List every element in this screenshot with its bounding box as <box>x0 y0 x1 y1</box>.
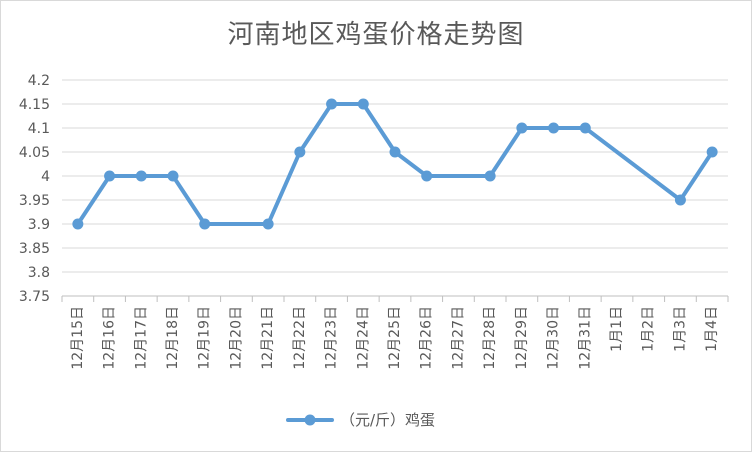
x-tick-label: 12月22日 <box>292 306 308 370</box>
x-tick-label: 12月15日 <box>70 306 86 370</box>
y-tick-label: 4 <box>41 169 50 185</box>
y-tick-label: 4.1 <box>28 121 50 137</box>
x-tick-label: 12月30日 <box>546 306 562 370</box>
y-tick-label: 4.15 <box>19 97 50 113</box>
x-tick-label: 12月24日 <box>355 306 371 370</box>
x-tick-label: 1月1日 <box>609 306 625 352</box>
y-tick-label: 3.75 <box>19 289 50 305</box>
data-point <box>516 122 528 134</box>
data-point <box>294 146 306 158</box>
data-point <box>104 170 116 182</box>
x-tick-label: 12月18日 <box>165 306 181 370</box>
data-point <box>357 98 369 110</box>
x-tick-label: 12月21日 <box>260 306 276 370</box>
data-point <box>326 98 338 110</box>
y-tick-label: 3.85 <box>19 241 50 257</box>
legend-marker <box>304 414 316 426</box>
data-point <box>421 170 433 182</box>
data-point <box>579 122 591 134</box>
x-tick-label: 12月26日 <box>419 306 435 370</box>
x-tick-label: 12月19日 <box>197 306 213 370</box>
x-tick-label: 1月4日 <box>704 306 720 352</box>
x-tick-label: 12月27日 <box>450 306 466 370</box>
series-line <box>75 102 715 226</box>
y-tick-label: 4.2 <box>28 73 50 89</box>
data-point <box>262 218 274 230</box>
y-axis-ticks: 4.2 4.15 4.1 4.05 4 3.95 3.9 3.85 3.8 3.75 <box>19 73 50 305</box>
data-point <box>674 194 686 206</box>
legend: （元/斤）鸡蛋 <box>286 411 435 429</box>
x-tick-label: 12月16日 <box>102 306 118 370</box>
data-point <box>72 218 84 230</box>
y-tick-label: 3.95 <box>19 193 50 209</box>
x-tick-label: 12月23日 <box>324 306 340 370</box>
legend-label: （元/斤）鸡蛋 <box>340 411 435 429</box>
data-point <box>199 218 211 230</box>
x-tick-label: 12月29日 <box>514 306 530 370</box>
x-tick-label: 12月17日 <box>133 306 149 370</box>
series-layer <box>72 98 718 230</box>
x-tick-label: 12月20日 <box>228 306 244 370</box>
y-tick-label: 4.05 <box>19 145 50 161</box>
x-tick-label: 12月31日 <box>577 306 593 370</box>
data-point <box>548 122 560 134</box>
x-tick-label: 12月25日 <box>387 306 403 370</box>
data-point <box>706 146 718 158</box>
x-axis <box>61 295 729 302</box>
x-tick-label: 12月28日 <box>482 306 498 370</box>
y-tick-label: 3.8 <box>28 265 50 281</box>
y-tick-label: 3.9 <box>28 217 50 233</box>
data-point <box>167 170 179 182</box>
chart-title: 河南地区鸡蛋价格走势图 <box>227 20 525 50</box>
data-point <box>135 170 147 182</box>
x-tick-label: 1月3日 <box>672 306 688 352</box>
x-axis-ticks: 12月15日 12月16日 12月17日 12月18日 12月19日 12月20日 12月2… <box>70 306 720 370</box>
data-point <box>484 170 496 182</box>
gridlines <box>62 79 728 297</box>
data-point <box>389 146 401 158</box>
x-tick-label: 1月2日 <box>641 306 657 352</box>
